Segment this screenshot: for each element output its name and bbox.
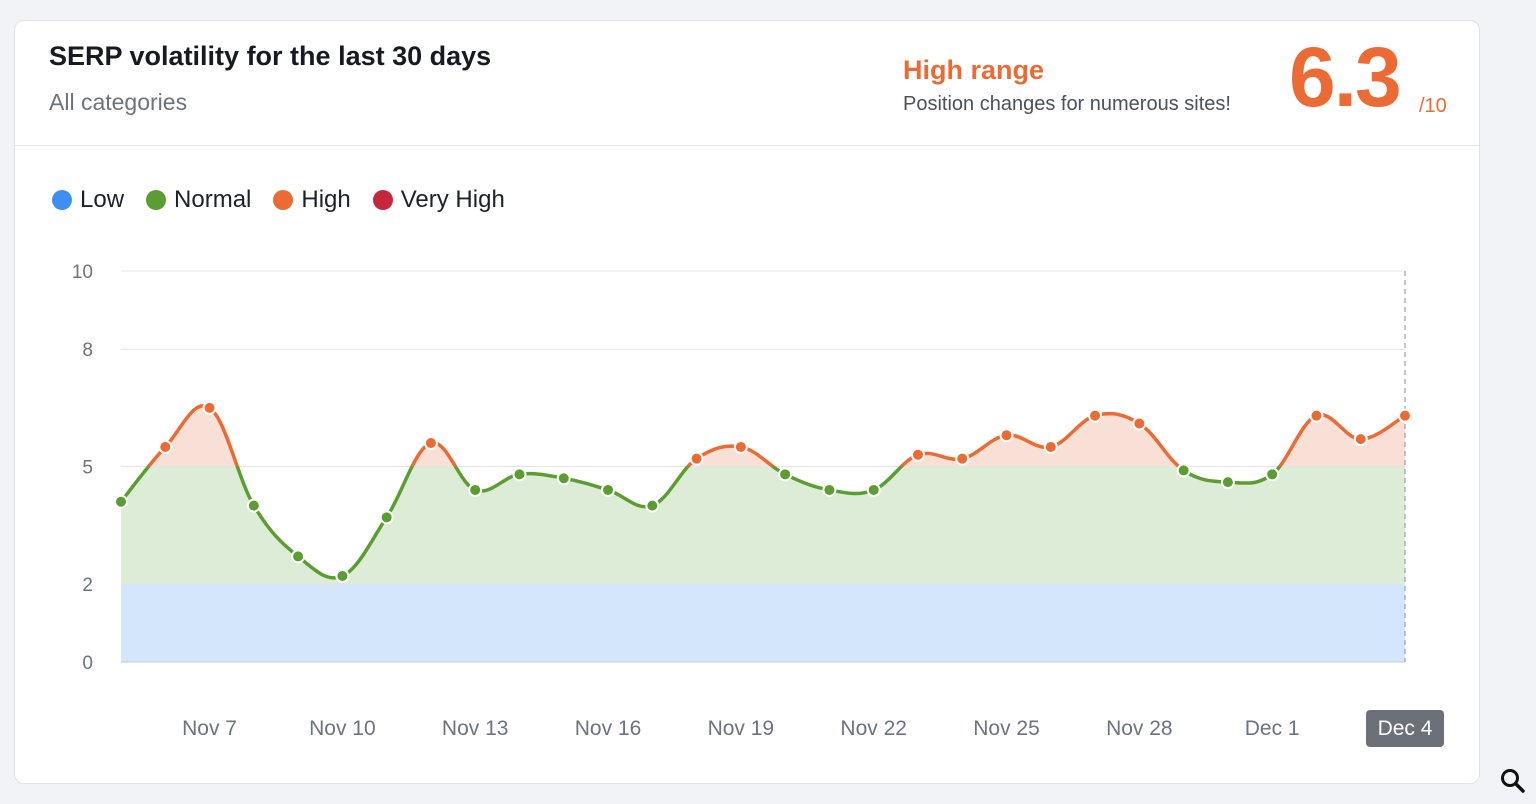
- data-point: [1309, 408, 1324, 423]
- x-tick-label: Nov 16: [575, 717, 642, 740]
- data-point: [1043, 439, 1058, 454]
- data-point: [1220, 475, 1235, 490]
- data-point: [246, 498, 261, 513]
- data-point: [1265, 467, 1280, 482]
- chart-legend: Low Normal High Very High: [52, 186, 505, 214]
- data-point: [645, 498, 660, 513]
- legend-label-low: Low: [80, 186, 125, 213]
- data-point: [291, 549, 306, 564]
- x-tick-label: Nov 10: [309, 717, 376, 740]
- score-max: /10: [1419, 95, 1447, 117]
- zoom-icon[interactable]: [1494, 762, 1532, 800]
- data-point: [778, 467, 793, 482]
- card-header: SERP volatility for the last 30 days All…: [15, 21, 1479, 146]
- legend-label-normal: Normal: [174, 186, 252, 213]
- data-point: [379, 510, 394, 525]
- data-point: [1132, 416, 1147, 431]
- data-point: [1176, 463, 1191, 478]
- category-selector[interactable]: All categories: [49, 89, 188, 115]
- data-point: [335, 568, 350, 583]
- data-point: [955, 451, 970, 466]
- y-tick-label: 10: [72, 262, 93, 283]
- data-point: [866, 482, 881, 497]
- legend-item-low[interactable]: Low: [52, 186, 124, 214]
- x-tick-label: Nov 25: [973, 717, 1040, 740]
- legend-dot-very-high: [372, 190, 393, 210]
- volatility-score: 6.3: [1289, 30, 1402, 124]
- range-label: High range: [903, 55, 1045, 85]
- band-very-high: [121, 271, 1405, 349]
- data-point: [1088, 408, 1103, 423]
- data-point: [512, 467, 527, 482]
- band-low: [121, 583, 1405, 662]
- x-tick-label-selected: Dec 4: [1378, 717, 1433, 740]
- legend-item-normal[interactable]: Normal: [146, 186, 251, 214]
- band-normal: [121, 466, 1405, 584]
- x-tick-label: Nov 13: [442, 717, 509, 740]
- x-tick-label: Nov 22: [840, 717, 907, 740]
- legend-dot-normal: [146, 190, 167, 210]
- selected-date-badge: [1366, 710, 1444, 747]
- data-point: [556, 471, 571, 486]
- band-high: [121, 405, 1405, 467]
- x-tick-label: Nov 28: [1106, 717, 1173, 740]
- legend-dot-low: [52, 190, 72, 210]
- data-point: [202, 400, 217, 415]
- data-point: [114, 494, 128, 509]
- legend-label-high: High: [301, 186, 351, 213]
- data-point: [689, 451, 704, 466]
- data-point: [1353, 432, 1368, 447]
- x-tick-label: Nov 7: [182, 717, 237, 740]
- y-tick-label: 2: [82, 575, 93, 596]
- data-point: [423, 436, 438, 451]
- legend-label-very-high: Very High: [400, 186, 505, 213]
- legend-dot-high: [273, 190, 294, 210]
- data-point: [468, 482, 483, 497]
- data-point: [733, 439, 748, 454]
- y-tick-label: 5: [82, 458, 93, 479]
- legend-item-very-high[interactable]: Very High: [372, 186, 505, 214]
- data-point: [910, 447, 925, 462]
- legend-item-high[interactable]: High: [273, 186, 351, 214]
- data-point: [1398, 408, 1412, 423]
- x-tick-label: Nov 19: [708, 717, 775, 740]
- data-point: [601, 482, 616, 497]
- chart-title: SERP volatility for the last 30 days: [49, 41, 492, 71]
- data-point: [822, 482, 837, 497]
- y-tick-label: 0: [82, 653, 93, 674]
- data-point: [999, 428, 1014, 443]
- range-description: Position changes for numerous sites!: [903, 93, 1231, 115]
- x-tick-label: Dec 1: [1245, 717, 1300, 740]
- data-point: [158, 439, 173, 454]
- y-tick-label: 8: [82, 340, 93, 361]
